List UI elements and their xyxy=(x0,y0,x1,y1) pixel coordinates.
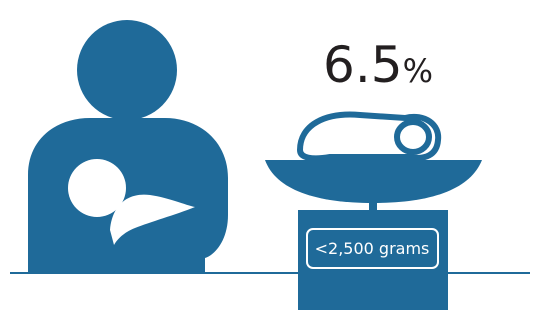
stat-unit: % xyxy=(403,52,433,90)
infographic: <2,500 grams 6.5% xyxy=(0,0,539,310)
mother-body xyxy=(28,118,228,273)
scale-base xyxy=(298,210,448,310)
scale-label: <2,500 grams xyxy=(315,239,430,258)
mother-head xyxy=(77,20,177,120)
scale-baby-head xyxy=(397,122,429,152)
stat: 6.5% xyxy=(323,36,433,94)
scale-bowl xyxy=(265,160,482,203)
stat-value: 6.5 xyxy=(323,36,403,94)
